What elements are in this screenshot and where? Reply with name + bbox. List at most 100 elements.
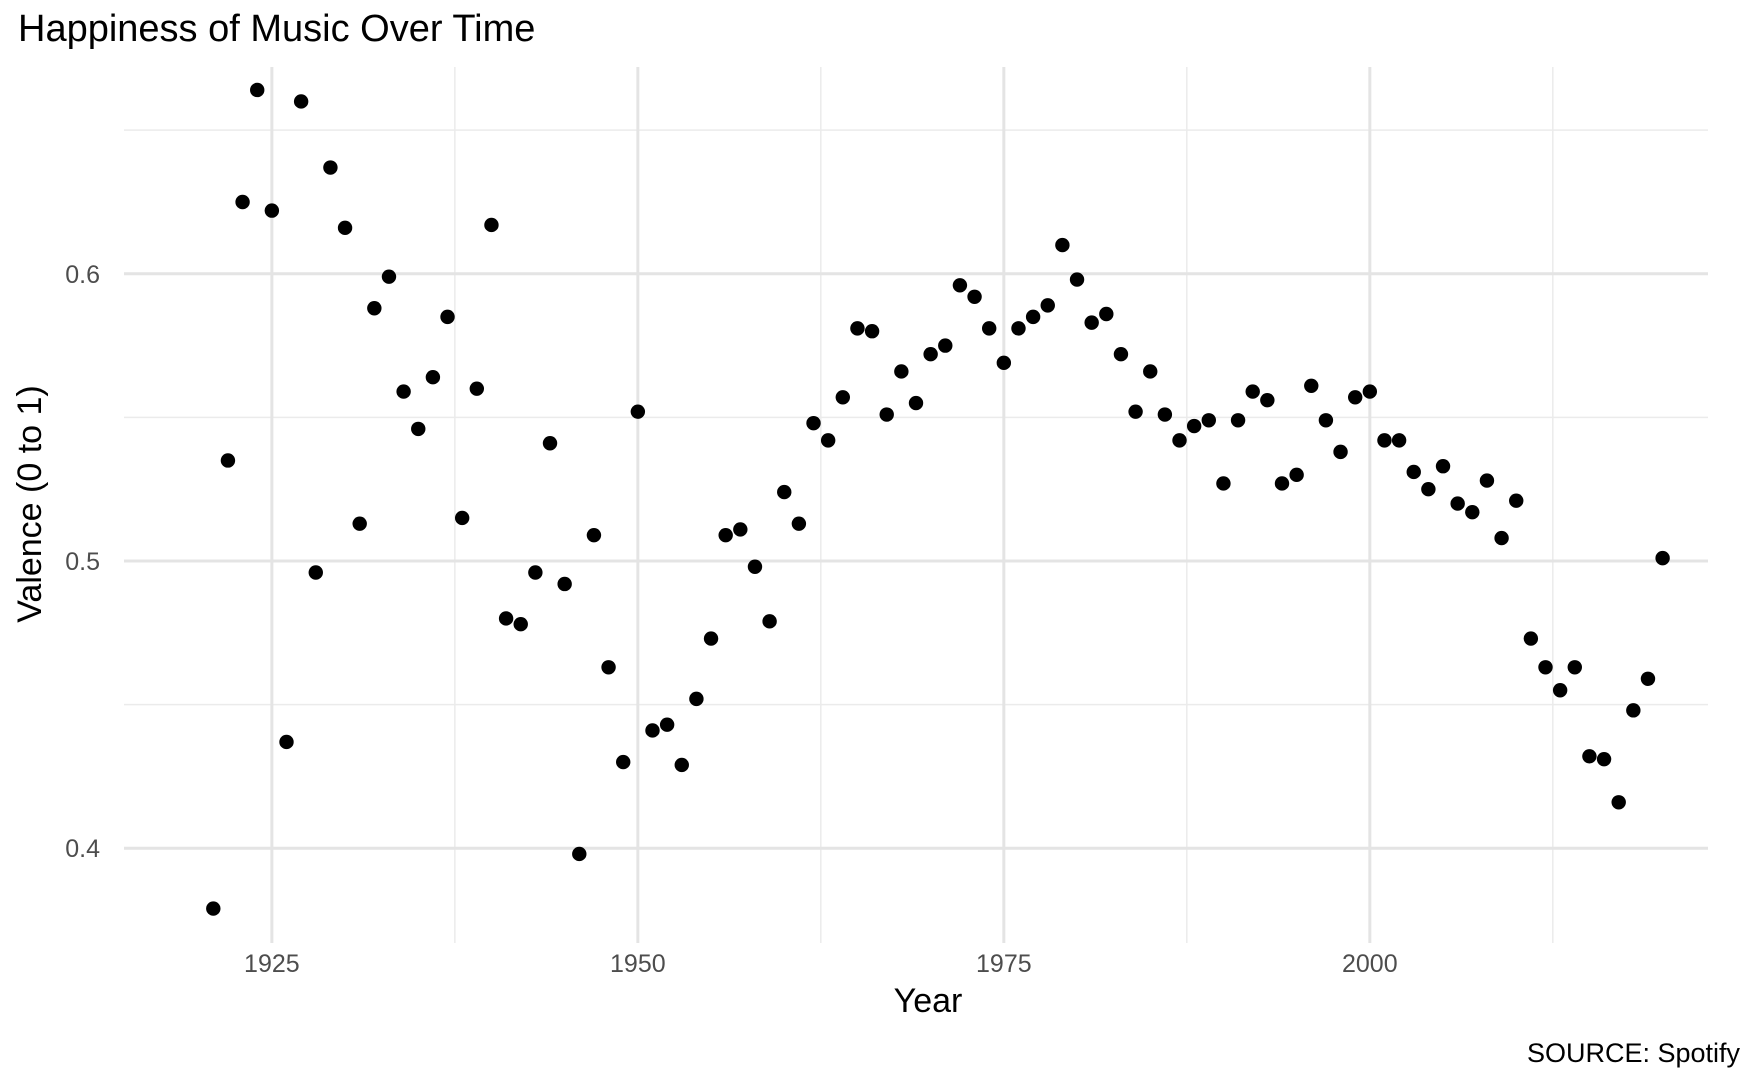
data-point bbox=[1216, 476, 1231, 491]
data-point bbox=[1157, 407, 1173, 422]
data-point bbox=[1055, 237, 1070, 253]
data-point bbox=[659, 717, 675, 732]
y-axis-label: Valence (0 to 1) bbox=[11, 385, 49, 623]
data-point bbox=[806, 415, 821, 431]
data-point bbox=[879, 407, 894, 422]
data-point bbox=[1025, 309, 1041, 325]
data-point bbox=[864, 324, 880, 339]
data-point bbox=[1289, 467, 1304, 483]
data-point bbox=[894, 364, 909, 379]
data-point bbox=[220, 453, 236, 468]
data-point bbox=[908, 395, 924, 411]
data-point bbox=[630, 404, 646, 419]
data-point bbox=[762, 614, 777, 629]
data-point bbox=[981, 321, 997, 336]
data-point bbox=[938, 338, 953, 353]
data-point bbox=[1626, 703, 1641, 718]
data-point bbox=[1318, 413, 1334, 428]
y-tick-label: 0.5 bbox=[65, 548, 100, 576]
data-point bbox=[264, 203, 280, 218]
data-point bbox=[747, 559, 763, 574]
data-point bbox=[469, 381, 485, 396]
data-point bbox=[323, 160, 338, 175]
data-point bbox=[440, 309, 455, 325]
minor-gridlines bbox=[124, 67, 1708, 943]
data-point bbox=[572, 846, 587, 862]
data-point bbox=[703, 631, 719, 646]
data-point bbox=[923, 347, 938, 362]
x-axis-label: Year bbox=[894, 982, 963, 1020]
data-point bbox=[235, 194, 250, 210]
data-point bbox=[1260, 392, 1275, 408]
data-point bbox=[1582, 749, 1597, 764]
data-point bbox=[1494, 530, 1509, 546]
x-tick-label: 1950 bbox=[610, 950, 666, 978]
data-point bbox=[396, 384, 411, 399]
data-point bbox=[1333, 444, 1348, 460]
data-point bbox=[1552, 683, 1568, 698]
data-point bbox=[1377, 433, 1392, 448]
x-axis-ticks: 1925 1950 1975 2000 bbox=[244, 950, 1398, 978]
data-point bbox=[777, 484, 792, 500]
major-gridlines bbox=[124, 67, 1708, 943]
data-point bbox=[1362, 384, 1378, 399]
data-point bbox=[1245, 384, 1260, 399]
data-point bbox=[542, 436, 558, 451]
data-point bbox=[367, 301, 382, 316]
data-point bbox=[1479, 473, 1495, 488]
data-point bbox=[850, 321, 865, 336]
data-point bbox=[835, 390, 851, 405]
data-point bbox=[1435, 459, 1451, 474]
data-point bbox=[1304, 378, 1319, 394]
data-point bbox=[791, 516, 807, 531]
data-point bbox=[586, 527, 602, 543]
data-point bbox=[381, 269, 397, 284]
data-point bbox=[674, 757, 689, 773]
x-tick-label: 2000 bbox=[1342, 950, 1398, 978]
data-point bbox=[352, 516, 367, 531]
data-point bbox=[1230, 413, 1246, 428]
data-point bbox=[206, 901, 221, 916]
data-point bbox=[1128, 404, 1143, 419]
data-point bbox=[689, 691, 704, 707]
data-point bbox=[1509, 493, 1524, 508]
data-point bbox=[1143, 364, 1158, 379]
data-point bbox=[1523, 631, 1539, 646]
data-point bbox=[484, 217, 499, 233]
data-point bbox=[425, 369, 441, 385]
data-point bbox=[1406, 464, 1421, 480]
data-point bbox=[645, 723, 660, 738]
data-points bbox=[206, 82, 1670, 916]
data-point bbox=[733, 522, 748, 537]
data-point bbox=[279, 734, 294, 750]
data-point bbox=[308, 565, 323, 580]
data-point bbox=[1640, 671, 1656, 686]
data-point bbox=[1655, 550, 1670, 566]
data-point bbox=[601, 660, 616, 675]
data-point bbox=[293, 94, 309, 109]
data-point bbox=[1596, 751, 1612, 767]
data-point bbox=[1274, 476, 1290, 491]
data-point bbox=[967, 289, 982, 304]
data-point bbox=[1099, 306, 1114, 322]
x-tick-label: 1975 bbox=[976, 950, 1032, 978]
data-point bbox=[250, 82, 265, 98]
y-tick-label: 0.6 bbox=[65, 261, 100, 289]
data-point bbox=[718, 527, 733, 543]
y-tick-label: 0.4 bbox=[65, 835, 100, 863]
data-point bbox=[1201, 413, 1216, 428]
data-point bbox=[1186, 418, 1202, 434]
data-point bbox=[1538, 660, 1553, 675]
data-point bbox=[1172, 433, 1187, 448]
data-point bbox=[528, 565, 543, 580]
chart-title: Happiness of Music Over Time bbox=[18, 8, 536, 50]
data-point bbox=[1347, 390, 1363, 405]
data-point bbox=[513, 616, 528, 632]
data-point bbox=[411, 421, 426, 437]
data-point bbox=[498, 611, 514, 626]
data-point bbox=[557, 576, 572, 592]
data-point bbox=[337, 220, 353, 236]
data-point bbox=[820, 433, 836, 448]
data-point bbox=[1611, 795, 1626, 810]
